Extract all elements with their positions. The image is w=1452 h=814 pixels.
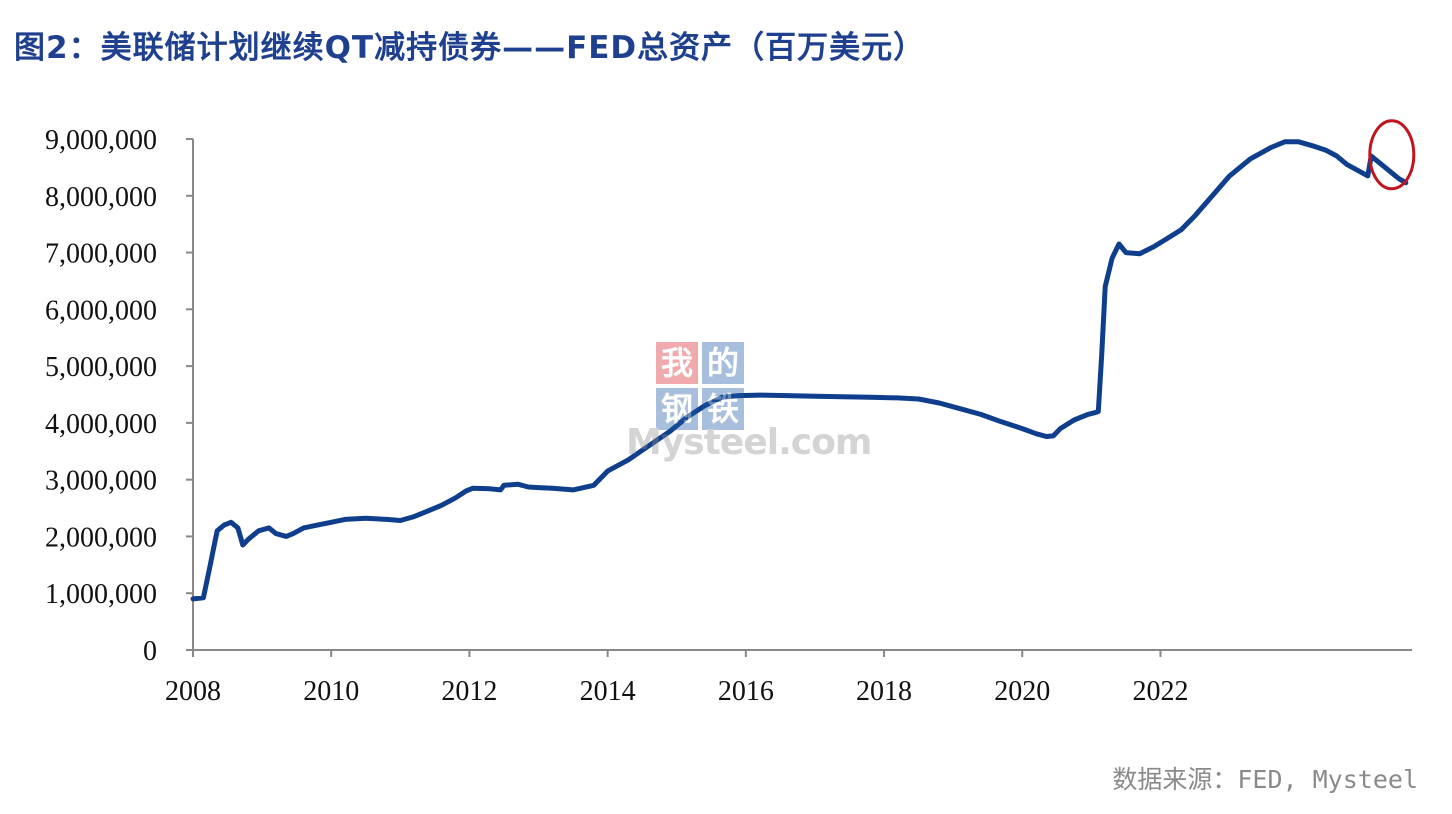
x-tick-label: 2022 bbox=[1132, 676, 1188, 707]
x-tick-label: 2010 bbox=[303, 676, 359, 707]
y-tick-label: 6,000,000 bbox=[45, 295, 157, 326]
x-axis-ticks: 2008 2010 2012 2014 2016 2018 2020 2022 bbox=[165, 650, 1188, 707]
y-tick-label: 1,000,000 bbox=[45, 579, 157, 610]
watermark-logo: 我 的 钢 铁 Mysteel.com bbox=[626, 342, 872, 467]
y-tick-label: 8,000,000 bbox=[45, 182, 157, 213]
axes bbox=[192, 139, 1412, 651]
watermark-brand: Mysteel.com bbox=[626, 422, 872, 463]
watermark-char: 我 bbox=[656, 342, 698, 384]
x-tick-label: 2014 bbox=[580, 676, 636, 707]
y-tick-label: 3,000,000 bbox=[45, 466, 157, 497]
x-tick-label: 2008 bbox=[165, 676, 221, 707]
x-tick-label: 2012 bbox=[441, 676, 497, 707]
highlight-circle bbox=[1368, 119, 1416, 191]
y-tick-label: 7,000,000 bbox=[45, 239, 157, 270]
y-tick-label: 4,000,000 bbox=[45, 409, 157, 440]
x-tick-label: 2020 bbox=[994, 676, 1050, 707]
y-tick-label: 0 bbox=[143, 636, 157, 667]
x-tick-label: 2016 bbox=[718, 676, 774, 707]
chart-title: 图2：美联储计划继续QT减持债券——FED总资产（百万美元） bbox=[14, 30, 926, 66]
source-note: 数据来源：FED, Mysteel bbox=[1112, 765, 1418, 794]
y-tick-label: 2,000,000 bbox=[45, 522, 157, 553]
y-axis-ticks: 0 1,000,000 2,000,000 3,000,000 4,000,000 5,0… bbox=[45, 125, 193, 667]
watermark-char: 钢 bbox=[656, 388, 698, 430]
y-tick-label: 5,000,000 bbox=[45, 352, 157, 383]
watermark-char: 铁 bbox=[702, 388, 744, 430]
x-tick-label: 2018 bbox=[856, 676, 912, 707]
series-line-fed-total-assets bbox=[190, 139, 1409, 602]
y-tick-label: 9,000,000 bbox=[45, 125, 157, 156]
watermark-char: 的 bbox=[702, 342, 744, 384]
